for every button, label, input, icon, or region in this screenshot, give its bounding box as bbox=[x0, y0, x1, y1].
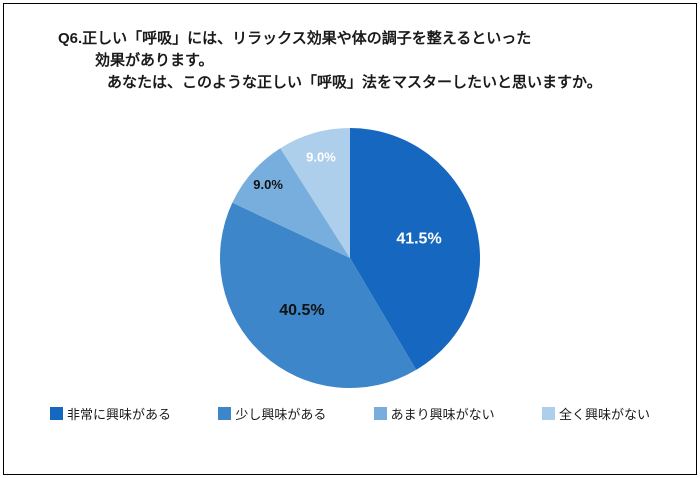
legend-swatch-icon bbox=[541, 407, 555, 420]
chart-title-line: あなたは、このような正しい「呼吸」法をマスターしたいと思いますか。 bbox=[107, 74, 602, 91]
pie-value-label-2: 9.0% bbox=[253, 177, 283, 192]
pie-slice-1 bbox=[219, 202, 417, 389]
chart-title-line: Q6.正しい「呼吸」には、リラックス効果や体の調子を整えるといった bbox=[58, 30, 532, 47]
legend-label: あまり興味がない bbox=[390, 407, 495, 422]
chart-title: Q6.正しい「呼吸」には、リラックス効果や体の調子を整えるといった 効果がありま… bbox=[58, 28, 670, 94]
legend-item-3: 全く興味がない bbox=[541, 404, 650, 423]
pie-slice-0 bbox=[350, 128, 481, 370]
legend-item-2: あまり興味がない bbox=[373, 404, 495, 423]
pie-slice-2 bbox=[232, 148, 350, 258]
legend-swatch-icon bbox=[50, 407, 63, 420]
legend-label: 少し興味がある bbox=[235, 407, 327, 422]
legend-item-0: 非常に興味がある bbox=[50, 404, 171, 423]
chart-legend: 非常に興味がある 少し興味がある あまり興味がない 全く興味がない bbox=[50, 404, 650, 423]
legend-swatch-icon bbox=[373, 407, 387, 420]
pie-value-label-3: 9.0% bbox=[306, 150, 336, 165]
legend-item-1: 少し興味がある bbox=[218, 404, 326, 423]
legend-label: 全く興味がない bbox=[558, 407, 650, 422]
pie-value-label-1: 40.5% bbox=[279, 302, 324, 319]
pie-slice-3 bbox=[280, 127, 350, 258]
legend-label: 非常に興味がある bbox=[67, 407, 172, 422]
pie-value-label-0: 41.5% bbox=[396, 230, 441, 247]
chart-title-line: 効果があります。 bbox=[95, 52, 214, 69]
legend-swatch-icon bbox=[218, 407, 232, 420]
